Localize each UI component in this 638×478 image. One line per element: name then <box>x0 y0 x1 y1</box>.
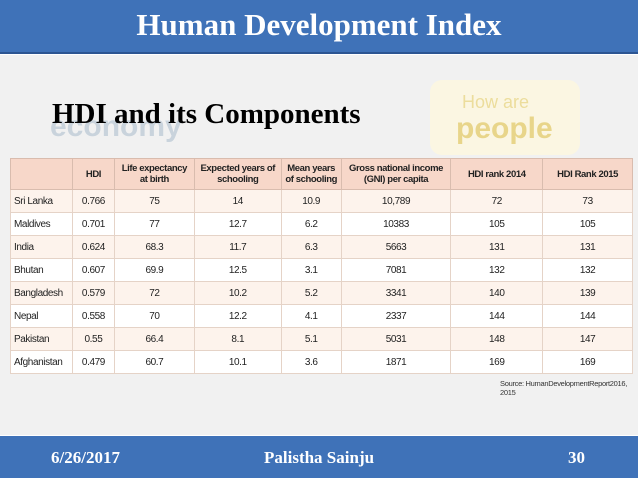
table-cell: 69.9 <box>113 258 195 282</box>
table-header-cell: HDI Rank 2015 <box>542 158 633 190</box>
table-cell: 132 <box>450 258 544 282</box>
table-cell: 0.558 <box>71 304 115 328</box>
table-cell: 5.2 <box>280 281 342 305</box>
table-cell: Pakistan <box>10 327 73 351</box>
table-cell: 5.1 <box>280 327 342 351</box>
table-cell: 0.624 <box>71 235 115 259</box>
slide-subtitle: HDI and its Components <box>52 98 361 130</box>
table-cell: 144 <box>450 304 544 328</box>
table-cell: 77 <box>113 212 195 236</box>
table-cell: 12.2 <box>193 304 282 328</box>
table-header-cell: Expected years of schooling <box>193 158 282 190</box>
table-cell: 7081 <box>340 258 452 282</box>
page-number: 30 <box>568 448 585 467</box>
background-word-left: economy <box>50 110 182 143</box>
table-cell: 12.5 <box>193 258 282 282</box>
table-cell: 60.7 <box>113 350 195 374</box>
slide-title: Human Development Index <box>136 7 502 42</box>
table-cell: 72 <box>113 281 195 305</box>
background-word-right-small: How are <box>462 92 530 112</box>
table-cell: 6.3 <box>280 235 342 259</box>
table-cell: 10.2 <box>193 281 282 305</box>
table-cell: Sri Lanka <box>10 189 73 213</box>
table-cell: 3.6 <box>280 350 342 374</box>
table-cell: 66.4 <box>113 327 195 351</box>
table-cell: 72 <box>450 189 544 213</box>
table-header-cell: Life expectancy at birth <box>113 158 195 190</box>
table-cell: India <box>10 235 73 259</box>
table-cell: 73 <box>542 189 633 213</box>
table-cell: 169 <box>542 350 633 374</box>
table-cell: 0.55 <box>71 327 115 351</box>
table-cell: 105 <box>542 212 633 236</box>
table-cell: 75 <box>113 189 195 213</box>
table-cell: Bangladesh <box>10 281 73 305</box>
table-cell: 10.1 <box>193 350 282 374</box>
table-cell: 8.1 <box>193 327 282 351</box>
hdi-table: HDI Life expectancy at birth Expected ye… <box>10 158 633 374</box>
header-bar: Human Development Index <box>0 0 638 54</box>
table-cell: Afghanistan <box>10 350 73 374</box>
table-cell: 132 <box>542 258 633 282</box>
table-cell: 70 <box>113 304 195 328</box>
table-cell: 131 <box>450 235 544 259</box>
table-cell: 147 <box>542 327 633 351</box>
table-header-cell: Mean years of schooling <box>280 158 342 190</box>
table-cell: 0.766 <box>71 189 115 213</box>
table-cell: 10383 <box>340 212 452 236</box>
table-header-cell: HDI <box>71 158 115 190</box>
table-row: Afghanistan 0.479 60.7 10.1 3.6 1871 169… <box>10 350 633 374</box>
table-row: Nepal 0.558 70 12.2 4.1 2337 144 144 <box>10 304 633 328</box>
table-cell: 0.479 <box>71 350 115 374</box>
table-cell: 11.7 <box>193 235 282 259</box>
background-word-right: people <box>456 112 553 145</box>
table-cell: Nepal <box>10 304 73 328</box>
footer-date: 6/26/2017 <box>51 448 120 467</box>
table-cell: 148 <box>450 327 544 351</box>
background-card <box>430 80 580 155</box>
table-cell: 144 <box>542 304 633 328</box>
table-cell: 14 <box>193 189 282 213</box>
table-cell: 139 <box>542 281 633 305</box>
table-row: Maldives 0.701 77 12.7 6.2 10383 105 105 <box>10 212 633 236</box>
table-cell: 105 <box>450 212 544 236</box>
table-header-row: HDI Life expectancy at birth Expected ye… <box>10 158 633 190</box>
table-cell: 2337 <box>340 304 452 328</box>
table-cell: 0.607 <box>71 258 115 282</box>
table-row: Pakistan 0.55 66.4 8.1 5.1 5031 148 147 <box>10 327 633 351</box>
table-header-cell: Gross national income (GNI) per capita <box>340 158 452 190</box>
table-cell: 131 <box>542 235 633 259</box>
table-cell: 4.1 <box>280 304 342 328</box>
table-cell: 10,789 <box>340 189 452 213</box>
table-cell: Bhutan <box>10 258 73 282</box>
table-cell: 5663 <box>340 235 452 259</box>
table-cell: 6.2 <box>280 212 342 236</box>
table-cell: 68.3 <box>113 235 195 259</box>
table-source-note: Source: HumanDevelopmentReport2016, 2015 <box>500 379 628 397</box>
table-cell: 5031 <box>340 327 452 351</box>
table-row: Sri Lanka 0.766 75 14 10.9 10,789 72 73 <box>10 189 633 213</box>
table-cell: 10.9 <box>280 189 342 213</box>
footer-author: Palistha Sainju <box>264 448 375 467</box>
table-cell: 0.701 <box>71 212 115 236</box>
table-cell: 3341 <box>340 281 452 305</box>
footer-bar: 6/26/2017 Palistha Sainju 30 <box>0 436 638 478</box>
table-row: India 0.624 68.3 11.7 6.3 5663 131 131 <box>10 235 633 259</box>
table-row: Bangladesh 0.579 72 10.2 5.2 3341 140 13… <box>10 281 633 305</box>
table-header-cell <box>10 158 73 190</box>
table-cell: Maldives <box>10 212 73 236</box>
table-row: Bhutan 0.607 69.9 12.5 3.1 7081 132 132 <box>10 258 633 282</box>
table-cell: 0.579 <box>71 281 115 305</box>
table-cell: 169 <box>450 350 544 374</box>
table-cell: 140 <box>450 281 544 305</box>
table-cell: 1871 <box>340 350 452 374</box>
table-cell: 3.1 <box>280 258 342 282</box>
table-cell: 12.7 <box>193 212 282 236</box>
table-header-cell: HDI rank 2014 <box>450 158 544 190</box>
